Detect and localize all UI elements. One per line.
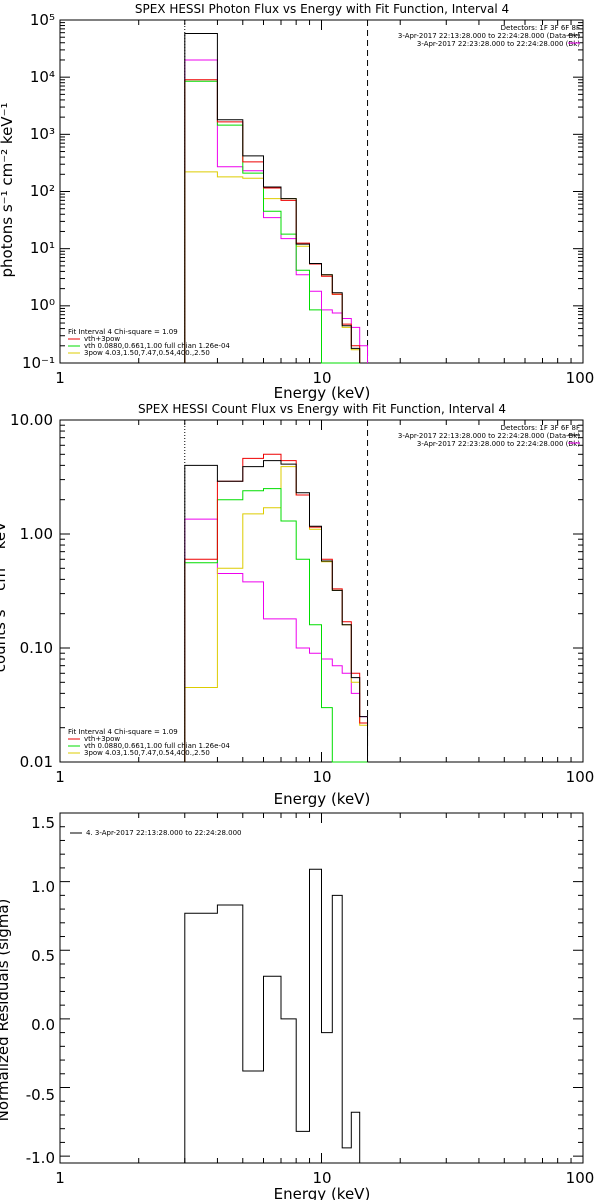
photon-x-tick-100: 100 <box>566 369 595 387</box>
count-x-tick-10: 10 <box>312 768 331 786</box>
count-series-bk <box>184 518 368 762</box>
count-series-vth <box>184 488 368 763</box>
photon-x-axis-label: Energy (keV) <box>274 384 371 402</box>
residual-y-tick-1.0: 1.0 <box>31 878 55 896</box>
residual-y-tick-0.5: 0.5 <box>31 947 55 965</box>
residual-legend-label: 4. 3-Apr-2017 22:13:28.000 to 22:24:28.0… <box>86 829 241 837</box>
photon-y-tick-1e2: 10² <box>30 182 55 200</box>
panel-residuals: 1 10 100 Energy (keV) -1.0 -0.5 0.0 0.5 … <box>0 812 595 1200</box>
photon-series-vth3pow <box>184 79 361 363</box>
residual-x-axis-label: Energy (keV) <box>274 1185 371 1200</box>
residual-x-tick-1: 1 <box>55 1169 65 1187</box>
count-info-data-interval: 3-Apr-2017 22:13:28.000 to 22:24:28.000 … <box>398 432 580 440</box>
count-series-vth3pow <box>184 453 368 762</box>
photon-minor-y-ticks <box>60 19 583 364</box>
photon-info-data-interval: 3-Apr-2017 22:13:28.000 to 22:24:28.000 … <box>398 32 580 40</box>
count-series-3pow <box>184 466 368 762</box>
photon-x-tick-10: 10 <box>312 369 331 387</box>
count-plot-frame <box>59 419 584 763</box>
photon-fit-info-chisq: Fit Interval 4 Chi-square = 1.09 <box>68 328 178 336</box>
residual-minor-y-ticks <box>60 812 583 1157</box>
residual-minor-x-ticks <box>59 813 584 1163</box>
photon-series-vth <box>184 80 360 364</box>
count-fit-info-3pow: 3pow 4.03,1.50,7.47,0.54,400.,2.50 <box>84 749 210 757</box>
count-fit-info-vth: vth 0.0880,0.661,1.00 full chian 1.26e-0… <box>84 742 230 750</box>
count-x-tick-100: 100 <box>566 768 595 786</box>
count-chart-title: SPEX HESSI Count Flux vs Energy with Fit… <box>138 402 506 416</box>
count-x-tick-1: 1 <box>55 768 65 786</box>
count-fit-info-chisq: Fit Interval 4 Chi-square = 1.09 <box>68 728 178 736</box>
photon-y-tick-1e4: 10⁴ <box>30 68 55 86</box>
photon-y-tick-1e5: 10⁵ <box>30 11 55 29</box>
photon-series-data <box>184 33 361 363</box>
panel-photon-flux: SPEX HESSI Photon Flux vs Energy with Fi… <box>0 2 594 402</box>
count-info-bk-interval: 3-Apr-2017 22:23:28.000 to 22:24:28.000 … <box>417 440 580 448</box>
photon-x-tick-1: 1 <box>55 369 65 387</box>
photon-fit-info-vth: vth 0.0880,0.661,1.00 full chian 1.26e-0… <box>84 342 230 350</box>
photon-info-detectors: Detectors: 1F 3F 6F 8F <box>501 24 580 32</box>
count-minor-x-ticks <box>59 420 584 762</box>
photon-y-axis-label: photons s⁻¹ cm⁻² keV⁻¹ <box>0 103 16 278</box>
count-fit-info-total: vth+3pow <box>84 735 120 743</box>
residual-y-tick-minus-1.0: -1.0 <box>26 1149 55 1167</box>
count-minor-y-ticks <box>60 419 583 763</box>
photon-y-tick-1e0: 10⁰ <box>30 296 55 314</box>
count-y-tick-0.10: 0.10 <box>20 639 53 657</box>
photon-series-3pow <box>184 171 361 363</box>
photon-y-tick-1e3: 10³ <box>30 125 55 143</box>
count-x-axis-label: Energy (keV) <box>274 790 371 808</box>
photon-info-bk-interval: 3-Apr-2017 22:23:28.000 to 22:24:28.000 … <box>417 40 580 48</box>
count-y-tick-1.00: 1.00 <box>20 525 53 543</box>
count-y-tick-0.01: 0.01 <box>20 753 53 771</box>
residual-y-tick-1.5: 1.5 <box>31 814 55 832</box>
residual-x-tick-100: 100 <box>566 1169 595 1187</box>
count-info-detectors: Detectors: 1F 3F 6F 8F <box>501 424 580 432</box>
count-y-axis-label: counts s⁻¹ cm⁻² keV⁻¹ <box>0 508 9 673</box>
photon-fit-info-3pow: 3pow 4.03,1.50,7.47,0.54,400.,2.50 <box>84 349 210 357</box>
photon-chart-title: SPEX HESSI Photon Flux vs Energy with Fi… <box>135 2 509 16</box>
count-y-tick-10.00: 10.00 <box>10 411 53 429</box>
count-series-data <box>184 460 368 762</box>
residual-x-tick-10: 10 <box>312 1169 331 1187</box>
panel-count-flux: SPEX HESSI Count Flux vs Energy with Fit… <box>0 402 594 808</box>
photon-minor-x-ticks <box>59 20 584 363</box>
photon-fit-info-total: vth+3pow <box>84 335 120 343</box>
residual-y-tick-minus-0.5: -0.5 <box>26 1086 55 1104</box>
photon-y-tick-1e1: 10¹ <box>30 239 55 257</box>
residual-y-axis-label: Normalized Residuals (sigma) <box>0 899 12 1122</box>
residual-series <box>184 868 361 1163</box>
residual-y-tick-0.0: 0.0 <box>31 1016 55 1034</box>
photon-y-tick-1e-1: 10⁻¹ <box>22 354 55 372</box>
